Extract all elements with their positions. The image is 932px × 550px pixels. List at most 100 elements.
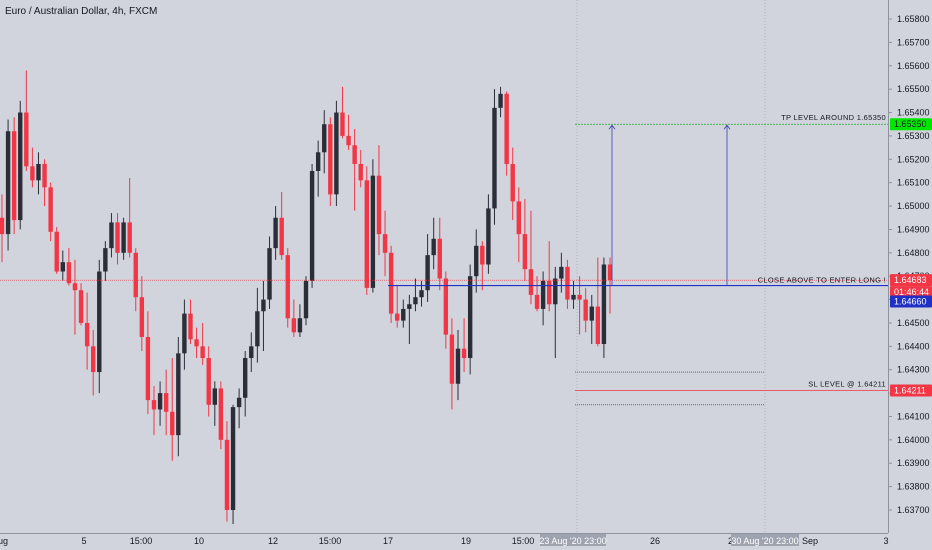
candle-body[interactable] <box>413 297 418 305</box>
candle-body[interactable] <box>11 131 17 221</box>
candle-body[interactable] <box>133 252 138 298</box>
candle-body[interactable] <box>297 318 303 333</box>
candle-body[interactable] <box>54 231 59 272</box>
candle-body[interactable] <box>48 187 53 232</box>
candle-body[interactable] <box>498 93 503 108</box>
sl-price-badge[interactable] <box>890 384 932 397</box>
candle-body[interactable] <box>577 294 582 300</box>
candle-body[interactable] <box>315 152 321 171</box>
candle-body[interactable] <box>583 299 588 321</box>
candle-body[interactable] <box>534 294 540 309</box>
candle-body[interactable] <box>267 248 272 300</box>
candle-body[interactable] <box>443 278 449 335</box>
candle-body[interactable] <box>510 163 515 202</box>
candle-body[interactable] <box>425 255 430 291</box>
candle-body[interactable] <box>474 245 479 277</box>
candle-body[interactable] <box>66 262 72 284</box>
candle-body[interactable] <box>145 336 151 401</box>
candle-body[interactable] <box>553 278 558 305</box>
candle-body[interactable] <box>273 217 278 249</box>
range-end-badge[interactable] <box>731 534 799 546</box>
candle-body[interactable] <box>492 107 497 209</box>
candle-body[interactable] <box>0 217 5 235</box>
candle-body[interactable] <box>419 290 424 298</box>
candle-body[interactable] <box>78 290 84 323</box>
candle-body[interactable] <box>455 348 461 384</box>
candle-body[interactable] <box>188 313 193 340</box>
candle-body[interactable] <box>18 112 23 221</box>
candle-body[interactable] <box>243 358 248 398</box>
candle-body[interactable] <box>461 348 467 359</box>
candle-body[interactable] <box>97 271 102 373</box>
candle-body[interactable] <box>115 222 120 253</box>
candle-body[interactable] <box>540 280 546 309</box>
candle-body[interactable] <box>480 245 485 265</box>
current-price-badge[interactable] <box>890 274 932 287</box>
candle-body[interactable] <box>236 397 242 408</box>
candle-body[interactable] <box>218 388 224 440</box>
candle-body[interactable] <box>194 339 199 347</box>
range-start-badge[interactable] <box>540 534 606 546</box>
candle-body[interactable] <box>382 234 388 253</box>
candle-body[interactable] <box>486 208 491 265</box>
candle-body[interactable] <box>547 280 552 305</box>
candle-body[interactable] <box>346 135 351 146</box>
candle-body[interactable] <box>170 411 175 436</box>
candle-body[interactable] <box>163 393 169 412</box>
candle-body[interactable] <box>84 322 90 347</box>
candle-body[interactable] <box>109 222 114 249</box>
candle-body[interactable] <box>601 264 607 344</box>
candle-body[interactable] <box>139 297 145 337</box>
candle-body[interactable] <box>182 313 187 354</box>
price-axis[interactable]: 1.63700 1.63800 1.63900 1.64000 1.64100 1.642… <box>888 0 932 550</box>
candle-body[interactable] <box>364 180 369 288</box>
candle-body[interactable] <box>388 252 394 314</box>
candle-body[interactable] <box>91 346 96 373</box>
candle-body[interactable] <box>358 163 363 181</box>
candle-body[interactable] <box>376 175 382 235</box>
candle-body[interactable] <box>449 334 455 384</box>
candle-body[interactable] <box>322 124 327 153</box>
candle-body[interactable] <box>224 439 230 510</box>
candle-body[interactable] <box>60 262 65 272</box>
candle-body[interactable] <box>401 308 406 321</box>
candle-body[interactable] <box>42 163 47 188</box>
candle-body[interactable] <box>72 283 78 291</box>
candle-body[interactable] <box>261 299 266 312</box>
candle-body[interactable] <box>431 238 436 256</box>
candle-body[interactable] <box>285 255 290 319</box>
candle-body[interactable] <box>565 266 570 300</box>
candle-body[interactable] <box>340 112 345 136</box>
candle-body[interactable] <box>200 346 205 359</box>
candle-body[interactable] <box>279 217 284 256</box>
candle-body[interactable] <box>504 93 509 164</box>
entry-price-badge[interactable] <box>890 295 932 308</box>
candle-body[interactable] <box>352 145 357 164</box>
candle-body[interactable] <box>30 166 35 181</box>
candle-body[interactable] <box>467 276 473 359</box>
candle-body[interactable] <box>255 311 260 347</box>
candle-body[interactable] <box>571 294 576 300</box>
candle-body[interactable] <box>437 238 442 279</box>
candle-body[interactable] <box>24 112 29 167</box>
candle-body[interactable] <box>5 131 11 235</box>
candle-body[interactable] <box>157 393 163 410</box>
candle-body[interactable] <box>230 407 236 510</box>
candle-body[interactable] <box>121 222 126 253</box>
candle-body[interactable] <box>291 318 297 333</box>
candle-body[interactable] <box>334 112 339 195</box>
candle-body[interactable] <box>176 353 181 436</box>
candle-body[interactable] <box>395 313 400 321</box>
candle-body[interactable] <box>151 400 157 410</box>
candle-body[interactable] <box>589 306 594 321</box>
candle-body[interactable] <box>103 248 108 272</box>
candle-body[interactable] <box>328 124 333 195</box>
candle-body[interactable] <box>309 170 315 281</box>
candle-body[interactable] <box>528 269 534 295</box>
countdown-badge[interactable] <box>890 286 932 299</box>
candle-body[interactable] <box>522 234 528 270</box>
candle-body[interactable] <box>127 222 132 253</box>
candle-body[interactable] <box>516 201 521 235</box>
candle-body[interactable] <box>249 346 254 359</box>
